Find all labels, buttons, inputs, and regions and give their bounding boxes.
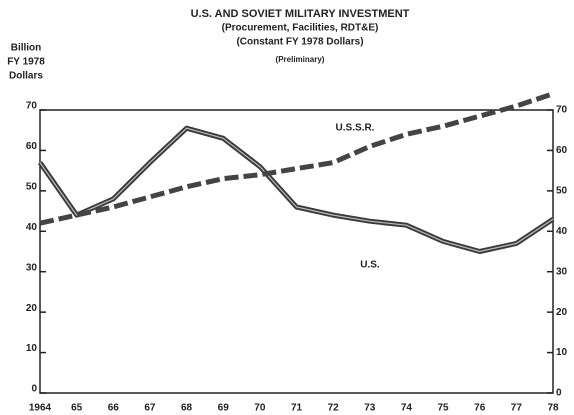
x-tick-label: 65 xyxy=(71,403,83,414)
x-tick-label: 75 xyxy=(438,403,450,414)
y2-tick-label: 0 xyxy=(556,388,562,399)
y2-tick-label: 70 xyxy=(556,105,568,116)
y-tick-label: 40 xyxy=(26,222,38,233)
x-tick-label: 67 xyxy=(144,403,156,414)
x-tick-label: 69 xyxy=(218,403,230,414)
y-tick-label: 10 xyxy=(26,343,38,354)
x-tick-label: 77 xyxy=(511,403,523,414)
y2-tick-label: 50 xyxy=(556,185,568,196)
subtitle: (Procurement, Facilities, RDT&E) xyxy=(222,23,379,34)
x-tick-label: 68 xyxy=(181,403,193,414)
series-line xyxy=(39,91,554,226)
plot-frame xyxy=(39,109,554,394)
x-tick-label: 1964 xyxy=(29,403,52,414)
y-axis-label: FY 1978 xyxy=(7,57,45,68)
subtitle: (Preliminary) xyxy=(276,55,325,64)
y2-tick-label: 30 xyxy=(556,266,568,277)
series-label: U.S.S.R. xyxy=(336,123,375,134)
series-line-highlight xyxy=(39,127,554,253)
y-tick-label: 0 xyxy=(31,384,37,395)
y-tick-label: 30 xyxy=(26,262,38,273)
y-tick-label: 50 xyxy=(26,181,38,192)
y2-tick-label: 60 xyxy=(556,145,568,156)
x-tick-label: 76 xyxy=(474,403,486,414)
x-tick-label: 66 xyxy=(108,403,120,414)
subtitle: (Constant FY 1978 Dollars) xyxy=(236,37,363,48)
x-tick-label: 74 xyxy=(401,403,413,414)
y2-tick-label: 20 xyxy=(556,307,568,318)
y-tick-label: 70 xyxy=(26,101,38,112)
x-tick-label: 73 xyxy=(364,403,376,414)
y-tick-label: 20 xyxy=(26,303,38,314)
x-tick-label: 78 xyxy=(547,403,559,414)
series-line xyxy=(37,125,555,254)
y2-tick-label: 40 xyxy=(556,226,568,237)
chart-title: U.S. AND SOVIET MILITARY INVESTMENT xyxy=(191,8,410,20)
x-tick-label: 70 xyxy=(254,403,266,414)
y-tick-label: 60 xyxy=(26,141,38,152)
y-axis-label: Billion xyxy=(11,43,42,54)
y-axis-label: Dollars xyxy=(9,71,43,82)
series-label: U.S. xyxy=(360,260,380,271)
x-tick-label: 72 xyxy=(328,403,340,414)
x-tick-label: 71 xyxy=(291,403,303,414)
y2-tick-label: 10 xyxy=(556,347,568,358)
